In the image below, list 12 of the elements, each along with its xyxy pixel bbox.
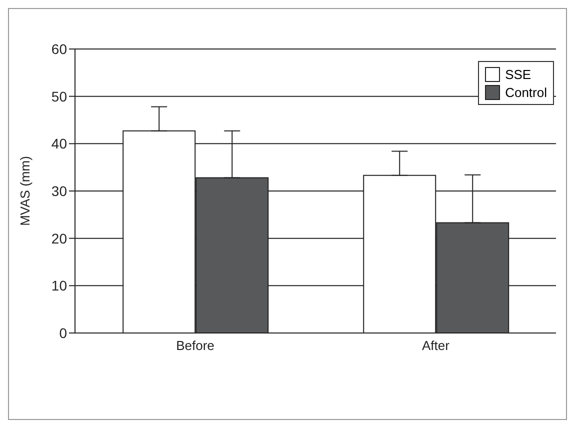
y-tick-label: 0 <box>59 324 68 341</box>
y-tick-label: 10 <box>51 278 68 294</box>
legend-label: SSE <box>505 66 532 82</box>
y-tick-label: 30 <box>51 182 68 199</box>
x-tick-label: After <box>422 338 450 354</box>
y-tick-label: 20 <box>51 230 68 246</box>
legend-label: Control <box>505 84 547 100</box>
y-axis-title: MVAS (mm) <box>18 156 33 226</box>
y-tick-label: 60 <box>51 40 68 57</box>
y-tick-label: 50 <box>51 88 68 104</box>
y-tick-label: 40 <box>51 136 68 152</box>
x-tick-label: Before <box>176 338 214 354</box>
